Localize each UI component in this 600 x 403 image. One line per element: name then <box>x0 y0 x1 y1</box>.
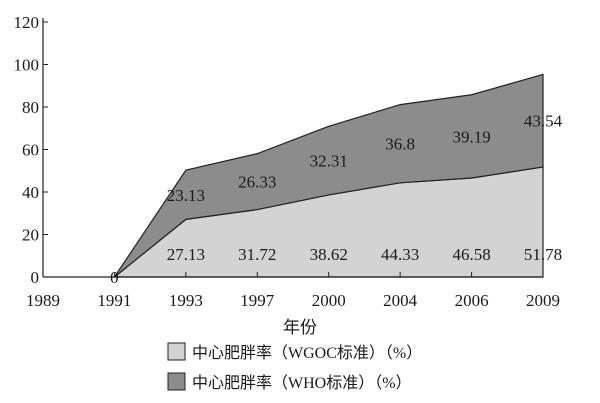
tick-labels: 0 20 40 60 80 100 120 1989 1991 1993 1997 2000 2004 2… <box>14 13 561 310</box>
x-tick-label: 1989 <box>26 291 60 310</box>
y-tick-label: 60 <box>22 141 39 160</box>
x-tick-label: 2004 <box>383 291 418 310</box>
data-labels: 0 27.13 31.72 38.62 44.33 46.58 51.78 23.13 26.3… <box>110 112 562 287</box>
data-label-who: 26.33 <box>238 173 276 192</box>
x-tick-label: 2006 <box>455 291 489 310</box>
data-label-who: 32.31 <box>310 152 348 171</box>
axes-layer <box>42 18 544 278</box>
area-layer <box>112 73 544 278</box>
legend: 中心肥胖率（WGOC标准）（%） 中心肥胖率（WHO标准）（%） <box>167 342 422 392</box>
x-axis-title: 年份 <box>283 318 317 337</box>
data-label-wgoc: 46.58 <box>452 245 490 264</box>
area-series-who <box>113 73 544 278</box>
legend-swatch-who <box>167 372 186 391</box>
legend-swatch-wgoc <box>167 342 186 361</box>
y-tick-label: 80 <box>22 98 39 117</box>
data-label-who: 23.13 <box>167 186 205 205</box>
y-tick-label: 20 <box>22 226 39 245</box>
data-label-wgoc: 27.13 <box>167 245 205 264</box>
x-tick-label: 1993 <box>169 291 203 310</box>
data-label-wgoc: 0 <box>110 268 119 287</box>
data-label-who: 43.54 <box>524 112 563 131</box>
data-label-wgoc: 38.62 <box>310 245 348 264</box>
data-label-who: 39.19 <box>452 127 490 146</box>
y-tick-label: 40 <box>22 183 39 202</box>
legend-label-wgoc: 中心肥胖率（WGOC标准）（%） <box>192 344 422 362</box>
x-tick-label: 1991 <box>97 291 131 310</box>
x-tick-label: 1997 <box>240 291 275 310</box>
x-tick-label: 2009 <box>526 291 560 310</box>
data-label-wgoc: 31.72 <box>238 245 276 264</box>
x-tick-label: 2000 <box>312 291 346 310</box>
y-tick-label: 0 <box>31 268 40 287</box>
y-tick-label: 120 <box>14 13 40 32</box>
data-label-wgoc: 44.33 <box>381 245 419 264</box>
data-label-wgoc: 51.78 <box>524 245 562 264</box>
data-label-who: 36.8 <box>385 135 415 154</box>
y-tick-label: 100 <box>14 56 40 75</box>
legend-label-who: 中心肥胖率（WHO标准）（%） <box>192 374 412 392</box>
